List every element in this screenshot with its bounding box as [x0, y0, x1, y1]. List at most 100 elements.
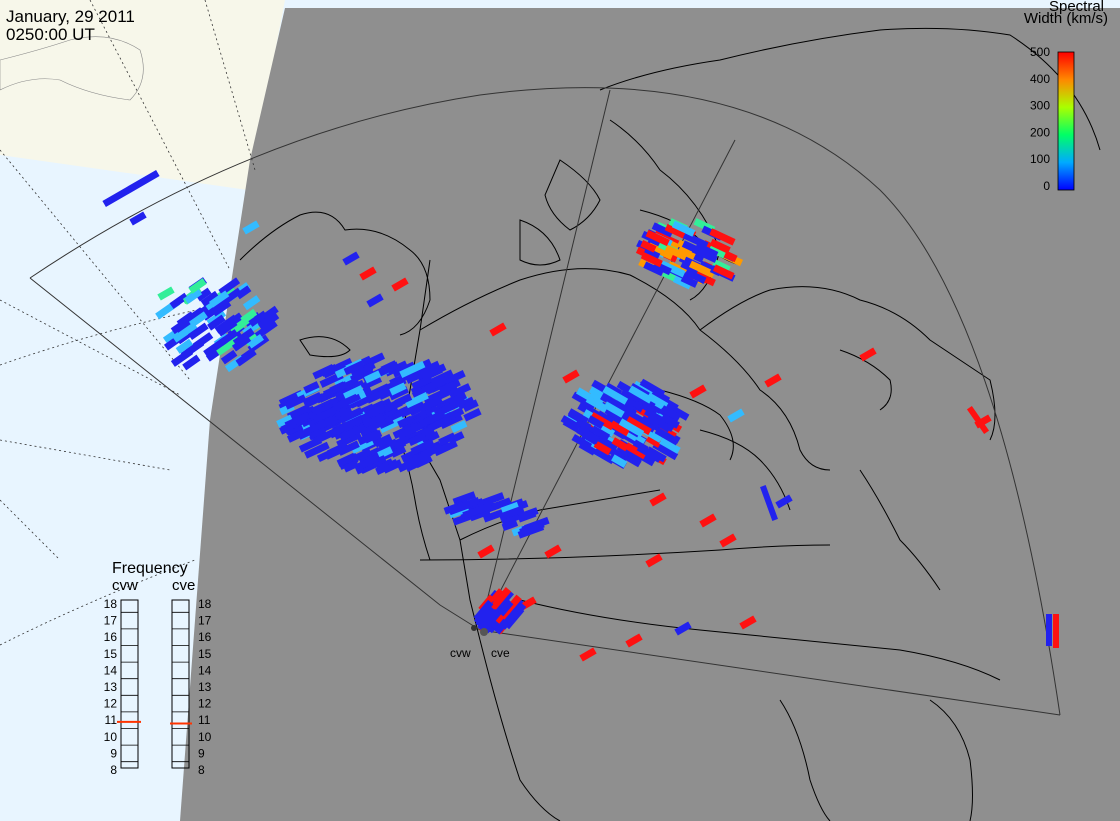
backscatter-cell [172, 322, 198, 343]
backscatter-cell [618, 418, 645, 438]
backscatter-cell [775, 494, 793, 509]
backscatter-cell [382, 459, 403, 474]
frequency-tick: 13 [198, 680, 212, 694]
time-label: 0250:00 UT [6, 25, 95, 44]
color-scale-tick: 300 [1030, 99, 1050, 113]
backscatter-cell [684, 268, 707, 285]
backscatter-cell [188, 278, 207, 294]
coastlines [239, 27, 1101, 821]
backscatter-cell [709, 238, 731, 254]
backscatter-cell [463, 408, 482, 422]
backscatter-cell [688, 260, 712, 276]
backscatter-cell [399, 360, 426, 378]
color-scale-tick: 0 [1043, 179, 1050, 193]
frequency-tick: 11 [105, 713, 118, 727]
backscatter-cell [365, 417, 387, 433]
backscatter-cell [185, 338, 205, 356]
backscatter-cell [402, 428, 426, 445]
backscatter-cell [182, 354, 201, 371]
backscatter-cell [102, 169, 160, 208]
backscatter-cell [660, 413, 680, 429]
radar-label-cve: cve [491, 646, 510, 660]
backscatter-cell [188, 322, 209, 341]
fov-west-center [479, 89, 611, 631]
backscatter-cell [450, 420, 468, 433]
backscatter-cell [208, 290, 230, 308]
backscatter-cell [404, 392, 429, 409]
backscatter-cell [593, 440, 612, 456]
backscatter-cell [235, 348, 257, 367]
backscatter-cell [479, 610, 500, 633]
backscatter-cell [452, 491, 477, 506]
backscatter-cell [600, 393, 621, 409]
backscatter-cell [562, 418, 581, 433]
backscatter-cell [628, 385, 653, 404]
backscatter-cell [350, 448, 372, 463]
date-label: January, 29 2011 [6, 7, 135, 26]
backscatter-cell [603, 401, 625, 418]
backscatter-cell [643, 247, 661, 261]
backscatter-cell [422, 363, 447, 380]
frequency-panel: 8 8 9 9 10 10 11 11 12 12 13 13 14 14 15 15 16 16 17 17 18 18 [104, 597, 212, 777]
backscatter-cell [760, 485, 778, 521]
backscatter-cell [659, 437, 681, 454]
backscatter-cell [410, 442, 427, 456]
backscatter-cell [216, 287, 242, 309]
backscatter-cell [651, 222, 674, 238]
backscatter-cell [218, 277, 241, 296]
backscatter-cell [308, 427, 326, 441]
backscatter-cell [500, 512, 522, 526]
backscatter-cell [664, 402, 690, 421]
frequency-tick: 17 [198, 614, 212, 628]
backscatter-cell [457, 497, 481, 512]
backscatter-cell [332, 393, 359, 411]
backscatter-cell [489, 587, 512, 611]
backscatter-cell [473, 599, 494, 622]
backscatter-cell [649, 492, 667, 507]
radar-site-cvw [471, 625, 477, 631]
color-scale-tick: 400 [1030, 72, 1050, 86]
freq-cvw-column [120, 599, 139, 769]
frequency-tick: 10 [198, 730, 212, 744]
backscatter-cell [370, 455, 387, 468]
color-scale-bar [1057, 51, 1075, 191]
backscatter-cell [699, 260, 722, 277]
backscatter-cell [694, 242, 719, 259]
backscatter-cell [585, 395, 607, 412]
frequency-tick: 9 [198, 746, 205, 760]
backscatter-cell [216, 319, 238, 337]
backscatter-cell [338, 428, 357, 442]
backscatter-cell [397, 415, 414, 429]
backscatter-cell [377, 446, 393, 459]
backscatter-cell [248, 310, 268, 327]
backscatter-cell [342, 251, 360, 266]
backscatter-cell [188, 311, 208, 328]
backscatter-cell [373, 433, 393, 448]
backscatter-cell [645, 434, 662, 448]
backscatter-cell [544, 544, 562, 559]
backscatter-cell [316, 448, 336, 463]
backscatter-cell [739, 615, 757, 630]
backscatter-cell [587, 415, 605, 430]
backscatter-cell [501, 519, 519, 532]
backscatter-cell [378, 361, 400, 377]
frequency-tick: 11 [198, 713, 211, 727]
backscatter-cell [242, 220, 260, 235]
backscatter-cell [639, 378, 666, 398]
backscatter-cell [671, 220, 696, 237]
backscatter-cell [421, 395, 443, 411]
backscatter-cell [680, 274, 699, 288]
backscatter-cell [719, 533, 737, 548]
backscatter-cell [329, 381, 346, 395]
radar-label-cvw: cvw [450, 646, 471, 660]
backscatter-cell [699, 513, 717, 528]
backscatter-cell [423, 390, 444, 405]
backscatter-cell [240, 308, 258, 324]
backscatter-cell [674, 621, 692, 636]
backscatter-cell [640, 239, 657, 253]
backscatter-cell [433, 439, 458, 457]
backscatter-cell [339, 407, 364, 424]
backscatter-cell [359, 266, 377, 281]
color-scale-unit: Width (km/s) [1023, 10, 1108, 27]
